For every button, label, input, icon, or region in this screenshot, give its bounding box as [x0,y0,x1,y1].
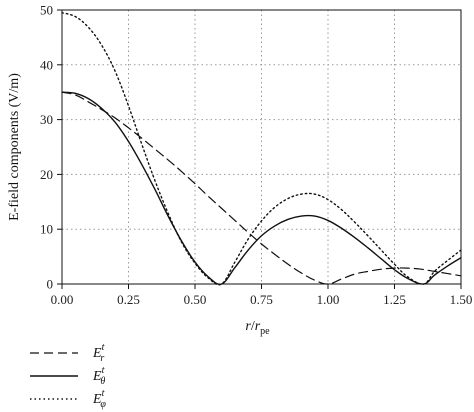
x-tick-label: 0.00 [51,292,74,307]
legend-label: Et r [92,342,105,364]
axis-ticks: 0.00 0.25 0.50 0.75 1.00 1.25 1.50 0 10 20 30 40 50 [40,3,472,308]
x-tick-label: 0.25 [117,292,140,307]
y-tick-label: 20 [40,167,53,182]
legend-label-superscript: t [102,342,105,353]
y-tick-label: 0 [47,277,54,292]
legend-label-main: E [92,369,102,384]
y-tick-label: 10 [40,222,53,237]
x-tick-label: 0.75 [250,292,273,307]
x-axis-title-main: r [245,319,251,334]
y-axis-title: E-field components (V/m) [7,73,22,221]
series-line-dashed [61,91,462,285]
x-tick-label: 1.25 [383,292,406,307]
x-tick-label: 1.00 [317,292,340,307]
x-tick-label: 1.50 [450,292,473,307]
series-lines [61,12,462,286]
legend: Et rEt θEt φ [30,342,106,410]
x-tick-label: 0.50 [184,292,207,307]
x-axis-title-subscript: pe [260,326,270,337]
x-axis-title-denominator: r [255,319,261,334]
legend-label: Et φ [92,388,106,410]
legend-label-main: E [92,392,102,407]
y-tick-label: 40 [40,57,53,72]
series-line-dotted [61,12,462,286]
x-axis-title: r/rpe [245,319,270,337]
legend-label-subscript: θ [100,376,105,387]
y-tick-label: 30 [40,112,53,127]
x-axis-title-separator: / [251,319,255,334]
legend-label-superscript: t [102,365,105,376]
grid-lines [62,10,461,284]
y-tick-label: 50 [40,3,53,18]
legend-label-superscript: t [102,388,105,399]
series-line-solid [61,91,462,286]
legend-label-subscript: r [100,353,104,364]
legend-label-subscript: φ [100,399,106,410]
legend-label-main: E [92,346,102,361]
legend-label: Et θ [92,365,105,387]
